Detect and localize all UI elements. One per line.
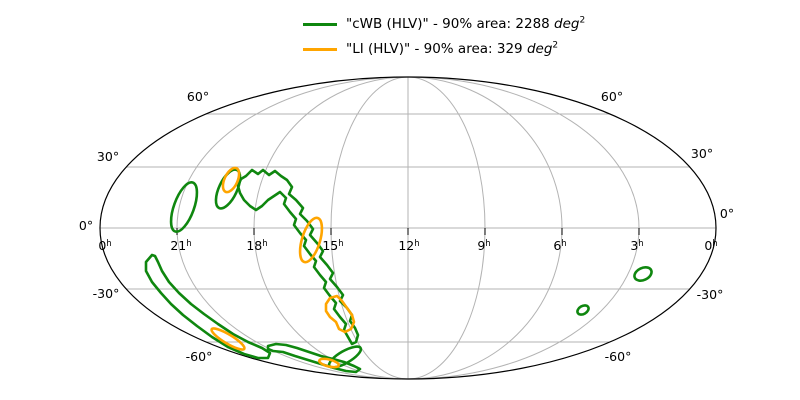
legend-item-li: "LI (HLV)" - 90% area: 329 deg2	[303, 41, 585, 57]
contour-li-10	[324, 294, 356, 334]
li-line-swatch	[303, 47, 337, 51]
li-legend-sup: 2	[552, 40, 559, 51]
contour-cwb-3	[144, 253, 272, 360]
dec-label-4: -60°	[186, 349, 213, 364]
contour-cwb-0	[169, 181, 199, 233]
ra-label-7-3h: 3h	[630, 238, 643, 253]
li-legend-unit: deg	[526, 41, 553, 57]
li-legend-text: "LI (HLV)" - 90% area: 329	[346, 41, 527, 57]
ra-label-3-15h: 15h	[322, 238, 343, 253]
ra-label-0-0h: 0h	[98, 238, 111, 253]
contour-li-9	[298, 216, 324, 264]
dec-label-5: 60°	[601, 89, 623, 104]
contour-li-11	[210, 327, 246, 351]
cwb-line-swatch	[303, 22, 337, 26]
cwb-legend-unit: deg	[554, 16, 580, 32]
legend-item-cwb: "cWB (HLV)" - 90% area: 2288 deg2	[303, 16, 585, 32]
cwb-legend-sup: 2	[579, 15, 586, 26]
contour-li-12	[317, 357, 341, 369]
dec-label-8: -30°	[697, 287, 724, 302]
ra-label-8-0h: 0h	[704, 238, 717, 253]
contour-li-8	[221, 166, 241, 194]
ra-label-6-6h: 6h	[553, 238, 566, 253]
dec-label-1: 30°	[97, 149, 119, 164]
dec-label-0: 60°	[187, 89, 209, 104]
ra-label-5-9h: 9h	[477, 238, 490, 253]
ra-label-1-21h: 21h	[170, 238, 191, 253]
contour-cwb-7	[576, 304, 590, 316]
dec-label-6: 30°	[691, 146, 713, 161]
ra-label-4-12h: 12h	[398, 238, 419, 253]
dec-label-3: -30°	[93, 286, 120, 301]
dec-label-2: 0°	[79, 218, 93, 233]
cwb-legend-text: "cWB (HLV)" - 90% area: 2288	[346, 16, 555, 32]
ra-label-2-18h: 18h	[246, 238, 267, 253]
dec-label-9: -60°	[605, 349, 632, 364]
legend: "cWB (HLV)" - 90% area: 2288 deg2 "LI (H…	[303, 16, 585, 57]
map-outline	[99, 76, 717, 380]
cwb-legend-label: "cWB (HLV)" - 90% area: 2288 deg2	[346, 16, 585, 32]
contour-cwb-6	[633, 266, 653, 282]
li-legend-label: "LI (HLV)" - 90% area: 329 deg2	[346, 41, 558, 57]
contour-cwb-4	[266, 342, 362, 374]
dec-label-7: 0°	[720, 206, 734, 221]
contour-cwb-2	[236, 168, 360, 346]
